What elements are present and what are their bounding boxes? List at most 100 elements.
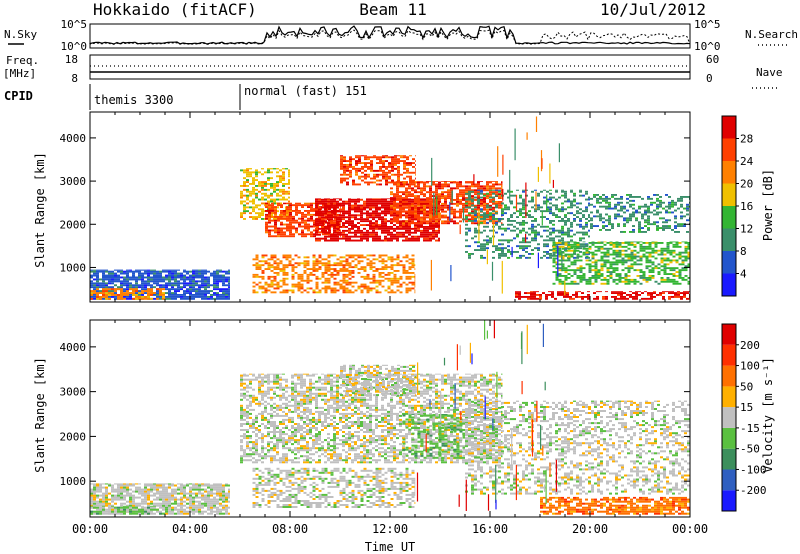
power-cell xyxy=(626,197,629,200)
power-cell xyxy=(349,156,352,159)
power-cell xyxy=(600,242,604,244)
power-cell xyxy=(204,292,207,294)
power-cell xyxy=(366,277,370,280)
power-cell xyxy=(531,231,534,234)
power-cell xyxy=(390,258,394,261)
power-cell xyxy=(307,206,310,208)
power-cell xyxy=(402,191,405,194)
power-cell xyxy=(357,198,360,200)
power-cell xyxy=(324,206,327,209)
power-cell xyxy=(204,276,207,279)
power-cell xyxy=(406,169,409,172)
power-cell xyxy=(367,181,370,184)
power-cell xyxy=(399,181,402,182)
power-cell xyxy=(651,271,655,273)
power-cell xyxy=(282,177,285,180)
power-cell xyxy=(531,223,534,226)
power-cell xyxy=(474,206,477,209)
power-cell xyxy=(384,268,388,270)
power-cell xyxy=(310,233,313,236)
power-cell xyxy=(462,185,465,188)
power-cell xyxy=(255,179,258,181)
power-cell xyxy=(432,220,435,223)
power-cell xyxy=(531,237,534,240)
power-cell xyxy=(310,208,313,210)
power-cell xyxy=(647,223,650,226)
power-cell xyxy=(648,269,652,272)
power-cell xyxy=(411,227,414,230)
power-cell xyxy=(400,173,403,176)
power-cell xyxy=(177,280,180,283)
power-cell xyxy=(282,281,286,284)
power-cell xyxy=(295,213,298,216)
power-cell xyxy=(90,296,93,298)
power-cell xyxy=(435,193,438,196)
power-cell xyxy=(605,297,608,300)
power-cell xyxy=(406,171,409,174)
power-cell xyxy=(162,280,165,283)
power-cell xyxy=(516,245,519,248)
power-cell xyxy=(346,166,349,168)
power-cell xyxy=(447,185,450,188)
power-cell xyxy=(642,278,646,281)
power-cell xyxy=(159,294,162,296)
power-cell xyxy=(465,245,468,248)
power-cell xyxy=(558,196,561,199)
power-cell xyxy=(639,271,643,273)
power-cell xyxy=(258,285,262,288)
power-cell xyxy=(399,206,402,209)
power-cell xyxy=(93,282,96,285)
power-cell xyxy=(414,204,417,207)
power-cell xyxy=(222,288,225,291)
power-cell xyxy=(420,222,423,225)
power-cell xyxy=(423,198,426,201)
power-cell xyxy=(489,193,492,196)
power-cell xyxy=(264,194,267,197)
power-cell xyxy=(624,259,628,262)
power-cell xyxy=(447,220,450,223)
power-cell xyxy=(288,186,290,189)
power-cell xyxy=(414,201,417,203)
power-cell xyxy=(593,205,596,208)
power-cell xyxy=(516,251,519,253)
power-cell xyxy=(653,201,656,204)
power-cell xyxy=(558,249,562,252)
power-cell xyxy=(669,278,673,281)
power-cell xyxy=(409,162,412,164)
power-cell xyxy=(300,277,304,280)
power-cell xyxy=(270,270,274,272)
power-cell xyxy=(351,224,354,226)
power-cell xyxy=(394,156,397,159)
power-cell xyxy=(558,263,562,266)
power-cell xyxy=(388,162,391,164)
power-cell xyxy=(225,280,228,283)
power-cell xyxy=(546,190,549,193)
power-cell xyxy=(521,296,524,298)
power-cell xyxy=(393,277,397,280)
power-cell xyxy=(560,294,563,296)
power-cell xyxy=(558,245,562,248)
power-cell xyxy=(282,273,286,276)
power-cell xyxy=(659,292,662,294)
power-cell xyxy=(108,274,111,277)
power-cell xyxy=(549,237,552,240)
power-cell xyxy=(385,173,388,176)
power-cell xyxy=(285,254,289,257)
power-cell xyxy=(252,202,255,205)
power-cell xyxy=(111,274,114,277)
power-cell xyxy=(486,210,489,213)
power-cell xyxy=(528,227,531,230)
power-cell xyxy=(348,281,352,284)
power-cell xyxy=(581,292,584,294)
power-cell xyxy=(627,243,631,246)
power-cell xyxy=(411,210,414,213)
power-cell xyxy=(483,245,486,248)
power-cell xyxy=(522,221,525,224)
power-cell xyxy=(339,210,342,213)
power-cell xyxy=(345,281,349,284)
power-cell xyxy=(459,193,462,196)
power-cell xyxy=(615,253,619,256)
power-cell xyxy=(618,278,622,281)
power-cell xyxy=(578,296,581,298)
power-cell xyxy=(301,217,304,220)
